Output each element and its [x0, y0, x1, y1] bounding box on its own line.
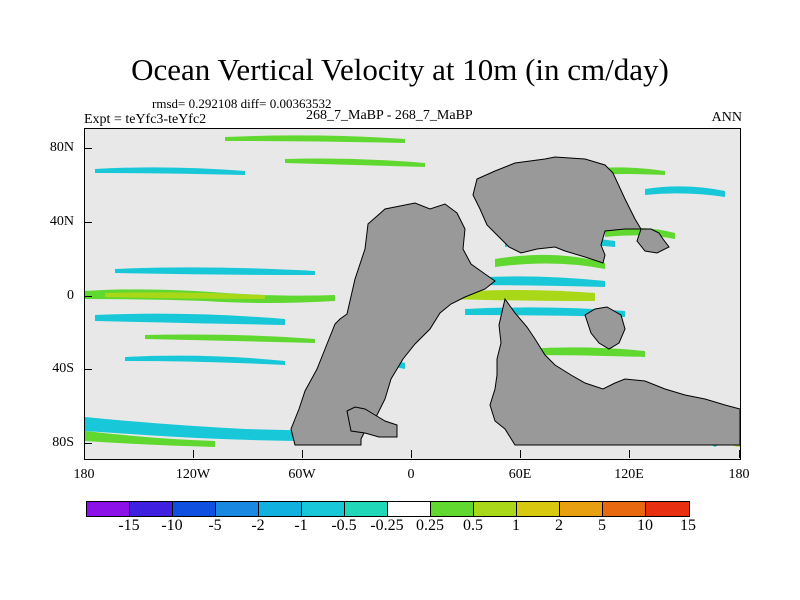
colorbar-label: 2	[555, 517, 563, 534]
x-tick	[629, 450, 630, 458]
x-axis-label: 0	[407, 467, 415, 482]
colorbar-segment	[646, 502, 689, 516]
experiment-label: Expt = teYfc3-teYfc2	[84, 112, 207, 127]
colorbar-segment	[130, 502, 173, 516]
colorbar-segment	[302, 502, 345, 516]
x-axis-label: 180	[73, 467, 95, 482]
colorbar-label: 0.5	[463, 517, 483, 534]
x-tick	[520, 450, 521, 458]
season-label: ANN	[711, 110, 742, 125]
colorbar-label: -1	[294, 517, 308, 534]
colorbar-label: -0.25	[370, 517, 404, 534]
x-tick	[411, 450, 412, 458]
map-canvas	[85, 135, 740, 447]
colorbar-label: 10	[637, 517, 653, 534]
y-axis-label: 40S	[52, 361, 74, 376]
colorbar-segment	[87, 502, 130, 516]
stats-line: rmsd= 0.292108 diff= 0.00363532	[152, 96, 332, 111]
colorbar-label: 5	[598, 517, 606, 534]
colorbar-label: 0.25	[416, 517, 444, 534]
colorbar-segment	[474, 502, 517, 516]
colorbar-label: -5	[208, 517, 222, 534]
y-tick	[84, 443, 92, 444]
x-tick	[302, 450, 303, 458]
x-axis-label: 120E	[614, 467, 644, 482]
y-tick	[84, 369, 92, 370]
antarctic-peninsula-landmass	[346, 406, 398, 438]
x-axis-label: 180	[728, 467, 750, 482]
x-axis-label: 120W	[175, 467, 211, 482]
colorbar-label: 15	[680, 517, 696, 534]
x-tick	[193, 450, 194, 458]
colorbar-label: -10	[161, 517, 183, 534]
australia-islands-landmass	[584, 306, 626, 350]
colorbar-label: -2	[251, 517, 265, 534]
y-axis-label: 40N	[49, 214, 74, 229]
africa-landmass	[489, 297, 740, 446]
colorbar-segment	[216, 502, 259, 516]
colorbar-label: 1	[512, 517, 520, 534]
y-axis-label: 0	[67, 288, 74, 303]
colorbar-label: -0.5	[331, 517, 357, 534]
greenland-europe-asia-landmass	[472, 156, 670, 264]
cases-label: 268_7_MaBP - 268_7_MaBP	[306, 108, 473, 123]
colorbar	[86, 501, 690, 517]
x-tick	[84, 450, 85, 458]
y-tick	[84, 296, 92, 297]
colorbar-segment	[517, 502, 560, 516]
colorbar-segment	[345, 502, 388, 516]
colorbar-segment	[173, 502, 216, 516]
colorbar-segment	[388, 502, 431, 516]
land-masses	[290, 156, 740, 446]
x-axis-label: 60E	[508, 467, 532, 482]
y-axis-label: 80S	[52, 435, 74, 450]
colorbar-segment	[560, 502, 603, 516]
y-tick	[84, 148, 92, 149]
americas-landmass	[290, 202, 496, 446]
colorbar-segment	[431, 502, 474, 516]
y-tick	[84, 222, 92, 223]
colorbar-segment	[603, 502, 646, 516]
y-axis-label: 80N	[49, 140, 74, 155]
chart-title: Ocean Vertical Velocity at 10m (in cm/da…	[131, 52, 669, 87]
x-axis-label: 60W	[288, 467, 316, 482]
colorbar-label: -15	[118, 517, 140, 534]
colorbar-segment	[259, 502, 302, 516]
x-tick	[739, 450, 740, 458]
map-panel	[84, 128, 741, 460]
